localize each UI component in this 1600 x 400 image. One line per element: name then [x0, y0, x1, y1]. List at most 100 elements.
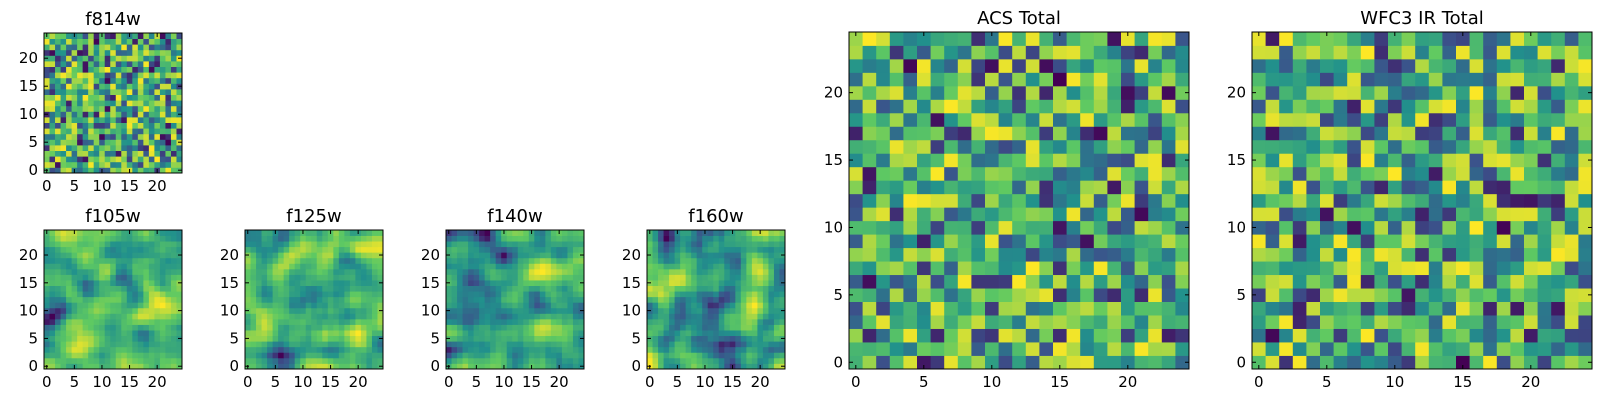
heatmap-cell	[294, 291, 301, 298]
heatmap-cell	[137, 357, 144, 364]
heatmap-cell	[355, 357, 362, 364]
heatmap-cell	[300, 324, 307, 331]
heatmap-cell	[88, 111, 95, 118]
heatmap-cell	[523, 230, 530, 236]
heatmap-cell	[889, 166, 904, 181]
heatmap-cell	[773, 324, 780, 331]
heatmap-cell	[691, 346, 698, 353]
heatmap-cell	[143, 145, 150, 151]
heatmap-cell	[658, 268, 664, 275]
heatmap-cell	[534, 335, 541, 342]
heatmap-cell	[126, 72, 133, 79]
heatmap-cell	[998, 45, 1013, 60]
heatmap-cell	[685, 280, 692, 286]
heatmap-cell	[1360, 85, 1375, 100]
heatmap-cell	[165, 139, 172, 146]
heatmap-cell	[327, 241, 334, 248]
heatmap-cell	[278, 252, 285, 259]
heatmap-cell	[1134, 288, 1149, 302]
heatmap-cell	[327, 318, 334, 325]
heatmap-cell	[1107, 32, 1122, 46]
heatmap-cell	[517, 257, 524, 264]
heatmap-cell	[1279, 139, 1294, 154]
heatmap-cell	[707, 363, 714, 370]
heatmap-cell	[300, 268, 307, 275]
heatmap-cell	[137, 167, 144, 174]
heatmap-cell	[506, 313, 513, 320]
heatmap-cell	[154, 335, 161, 342]
heatmap-cell	[170, 274, 177, 281]
heatmap-cell	[66, 77, 72, 84]
heatmap-cell	[132, 346, 139, 353]
heatmap-cell	[1148, 274, 1163, 289]
heatmap-cell	[985, 126, 999, 141]
heatmap-cell	[170, 49, 177, 56]
heatmap-cell	[1134, 45, 1149, 60]
heatmap-cell	[862, 261, 877, 276]
heatmap-cell	[768, 263, 775, 270]
heatmap-cell	[718, 296, 725, 303]
heatmap-cell	[889, 288, 904, 302]
heatmap-cell	[556, 296, 563, 303]
heatmap-cell	[561, 302, 568, 309]
heatmap-cell	[121, 66, 128, 73]
heatmap-cell	[77, 324, 84, 331]
heatmap-cell	[82, 117, 89, 123]
x-tick-label: 5	[673, 373, 683, 391]
heatmap-cell	[1469, 85, 1484, 100]
heatmap-cell	[245, 291, 251, 298]
heatmap-cell	[462, 257, 469, 264]
heatmap-cell	[1442, 193, 1457, 208]
heatmap-cell	[1320, 328, 1334, 343]
heatmap-cell	[652, 363, 659, 370]
heatmap-cell	[1025, 355, 1040, 370]
heatmap-cell	[115, 61, 122, 67]
heatmap-cell	[1551, 72, 1566, 87]
heatmap-cell	[707, 285, 714, 292]
heatmap-cell	[316, 285, 323, 292]
heatmap-cell	[371, 346, 378, 353]
heatmap-cell	[371, 274, 378, 281]
heatmap-cell	[735, 241, 742, 248]
heatmap-cell	[1347, 247, 1362, 262]
heatmap-cell	[371, 257, 378, 264]
heatmap-cell	[355, 280, 362, 286]
heatmap-cell	[495, 330, 502, 337]
heatmap-cell	[71, 111, 78, 118]
heatmap-cell	[713, 335, 720, 342]
heatmap-cell	[104, 83, 111, 90]
heatmap-cell	[60, 230, 67, 236]
heatmap-cell	[468, 296, 474, 303]
heatmap-cell	[944, 139, 959, 154]
heatmap-cell	[1401, 288, 1416, 302]
heatmap-cell	[1292, 180, 1307, 195]
heatmap-cell	[99, 44, 106, 51]
heatmap-cell	[550, 357, 557, 364]
heatmap-cell	[82, 139, 89, 146]
heatmap-cell	[691, 302, 698, 309]
heatmap-cell	[93, 346, 100, 353]
heatmap-cell	[44, 241, 50, 248]
heatmap-cell	[1401, 85, 1416, 100]
heatmap-cell	[316, 357, 323, 364]
heatmap-cell	[126, 252, 133, 259]
heatmap-cell	[1360, 234, 1375, 249]
heatmap-cell	[49, 324, 56, 331]
heatmap-cell	[49, 61, 56, 67]
heatmap-cell	[713, 241, 720, 248]
heatmap-cell	[132, 313, 139, 320]
heatmap-cell	[718, 285, 725, 292]
heatmap-cell	[680, 263, 687, 270]
heatmap-cell	[55, 246, 61, 253]
heatmap-cell	[99, 302, 106, 309]
heatmap-cell	[344, 346, 351, 353]
heatmap-cell	[773, 230, 780, 236]
heatmap-cell	[143, 44, 150, 51]
heatmap-cell	[735, 302, 742, 309]
heatmap-cell	[506, 274, 513, 281]
heatmap-cell	[1039, 153, 1054, 168]
heatmap-cell	[126, 302, 133, 309]
heatmap-cell	[165, 257, 172, 264]
heatmap-cell	[528, 318, 535, 325]
heatmap-cell	[718, 346, 725, 353]
